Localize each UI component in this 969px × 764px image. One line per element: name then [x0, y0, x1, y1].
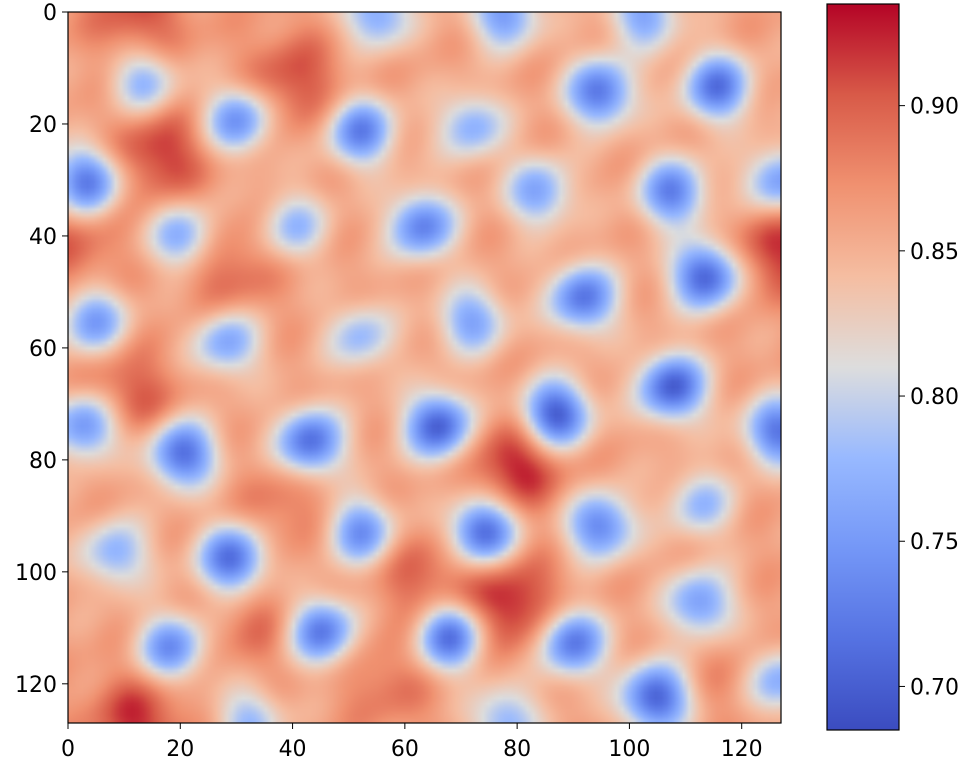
x-tick-label: 40	[279, 737, 307, 762]
y-tick-label: 120	[15, 673, 57, 698]
y-axis: 0 20 40 60 80 100 120	[15, 1, 68, 698]
colorbar-ticks: 0.70 0.75 0.80 0.85 0.90	[899, 95, 959, 700]
colorbar: 0.70 0.75 0.80 0.85 0.90	[826, 3, 959, 731]
heatmap-plot-area	[67, 11, 782, 724]
colorbar-tick-label: 0.80	[910, 385, 959, 410]
y-tick-label: 80	[29, 449, 57, 474]
x-tick-label: 80	[503, 737, 531, 762]
y-tick-label: 20	[29, 113, 57, 138]
colorbar-tick-label: 0.75	[910, 530, 959, 555]
x-tick-label: 20	[166, 737, 194, 762]
x-tick-label: 60	[391, 737, 419, 762]
x-tick-label: 100	[608, 737, 650, 762]
colorbar-tick-label: 0.90	[910, 95, 959, 120]
colorbar-tick-label: 0.85	[910, 240, 959, 265]
colorbar-tick-label: 0.70	[910, 675, 959, 700]
y-tick-label: 60	[29, 337, 57, 362]
x-tick-label: 120	[721, 737, 763, 762]
plot-frame	[67, 11, 782, 724]
colorbar-gradient	[826, 3, 900, 731]
y-tick-label: 40	[29, 225, 57, 250]
y-tick-label: 0	[43, 1, 57, 26]
x-axis: 0 20 40 60 80 100 120	[61, 723, 763, 762]
x-tick-label: 0	[61, 737, 75, 762]
y-tick-label: 100	[15, 561, 57, 586]
heatmap-image	[68, 12, 781, 723]
